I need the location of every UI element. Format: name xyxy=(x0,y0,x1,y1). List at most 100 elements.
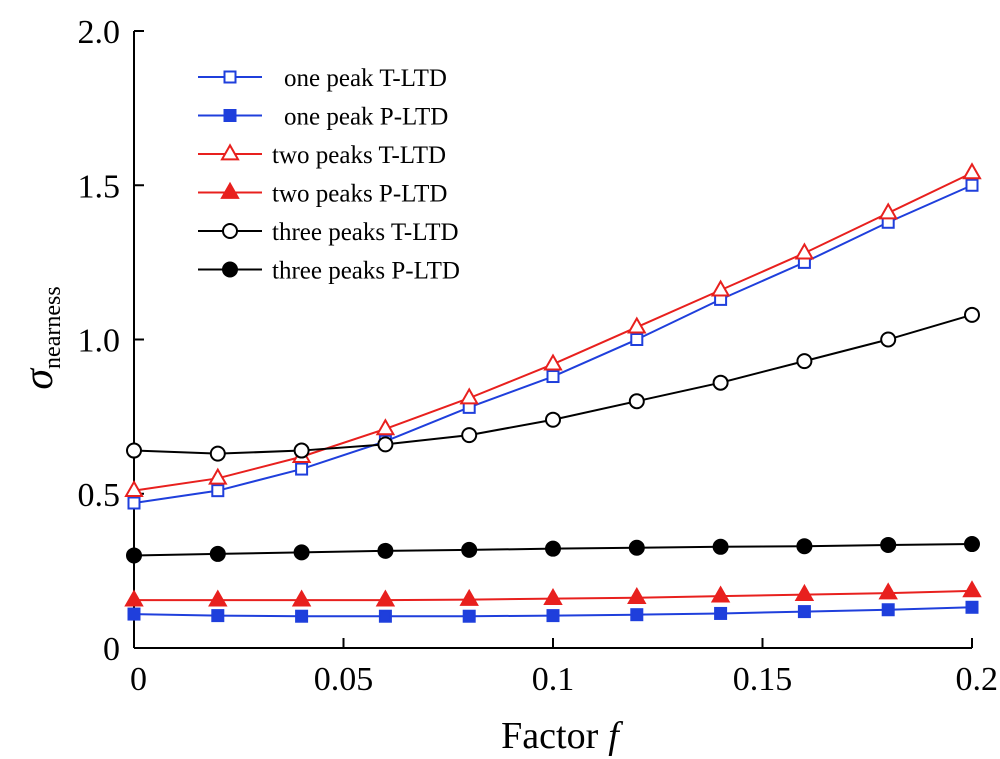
data-point xyxy=(543,353,563,371)
data-point xyxy=(295,609,309,623)
data-point xyxy=(211,609,225,623)
data-point xyxy=(630,608,644,622)
data-point xyxy=(378,609,392,623)
data-point xyxy=(124,589,144,607)
series-3 xyxy=(124,580,982,607)
data-point xyxy=(880,331,897,348)
data-point xyxy=(878,582,898,600)
data-point xyxy=(461,541,478,558)
legend-label: two peaks T-LTD xyxy=(272,142,446,169)
data-point xyxy=(375,418,396,436)
series-layer xyxy=(124,162,982,623)
legend-marker xyxy=(222,261,238,278)
data-point xyxy=(375,589,396,607)
legend-marker xyxy=(222,223,238,239)
data-point xyxy=(964,536,980,553)
axes: 0 0.5 1.0 1.5 2.0 0 0.05 0.1 0.15 0.2 xyxy=(78,14,999,698)
x-axis-label: Factor f xyxy=(501,715,623,757)
series-5 xyxy=(126,536,980,564)
data-point xyxy=(459,588,479,606)
series-4 xyxy=(126,306,980,462)
legend-label: two peaks P-LTD xyxy=(272,181,447,208)
data-point xyxy=(545,411,561,428)
data-point xyxy=(291,589,312,607)
legend-label: three peaks P-LTD xyxy=(272,258,460,285)
data-point xyxy=(545,540,561,557)
data-point xyxy=(127,607,141,621)
data-point xyxy=(377,436,394,453)
y-tick-label: 0 xyxy=(103,631,120,668)
y-axis-label: σnearness xyxy=(16,286,66,389)
data-point xyxy=(878,202,898,220)
legend-marker xyxy=(220,143,240,161)
series-line xyxy=(133,172,973,492)
data-point xyxy=(962,580,982,598)
data-point xyxy=(796,538,813,555)
data-point xyxy=(459,387,479,405)
x-tick-label: 0.15 xyxy=(733,661,793,698)
data-point xyxy=(546,370,560,384)
data-point xyxy=(295,462,309,476)
data-point xyxy=(630,333,644,346)
x-tick-label: 0.05 xyxy=(314,661,374,698)
legend-item: three peaks P-LTD xyxy=(198,258,460,285)
data-point xyxy=(965,178,979,192)
data-point xyxy=(208,467,228,485)
y-tick-label: 1.5 xyxy=(78,168,121,205)
data-point xyxy=(628,393,645,410)
data-point xyxy=(797,605,811,619)
data-point xyxy=(211,484,225,498)
legend-item: one peak P-LTD xyxy=(198,104,448,131)
legend-item: two peaks P-LTD xyxy=(198,181,447,208)
data-point xyxy=(543,587,563,605)
data-point xyxy=(377,542,394,559)
series-1 xyxy=(127,600,979,623)
data-point xyxy=(712,374,729,391)
data-point xyxy=(208,589,228,607)
data-point xyxy=(209,545,226,562)
data-point xyxy=(126,442,142,459)
y-tick-label: 2.0 xyxy=(78,14,121,51)
data-point xyxy=(293,544,310,561)
data-point xyxy=(962,162,982,180)
data-point xyxy=(965,600,979,614)
series-line xyxy=(133,313,973,455)
data-point xyxy=(710,585,731,603)
series-0 xyxy=(127,178,979,510)
x-tick-label: 0 xyxy=(130,661,147,698)
legend-marker xyxy=(223,109,237,122)
series-2 xyxy=(124,162,982,497)
legend-label: one peak T-LTD xyxy=(284,65,447,92)
data-point xyxy=(964,306,980,323)
data-point xyxy=(714,606,728,620)
legend: one peak T-LTD one peak P-LTD two peaks T-… xyxy=(198,65,460,285)
data-point xyxy=(880,536,897,553)
data-point xyxy=(796,353,813,370)
data-point xyxy=(627,316,647,334)
legend-item: two peaks T-LTD xyxy=(198,142,446,169)
legend-item: three peaks T-LTD xyxy=(198,219,459,246)
data-point xyxy=(628,539,645,556)
data-point xyxy=(127,496,141,510)
data-point xyxy=(462,609,476,623)
legend-label: one peak P-LTD xyxy=(284,104,448,131)
data-point xyxy=(209,445,226,462)
y-tick-label: 1.0 xyxy=(78,323,121,360)
data-point xyxy=(546,609,560,623)
x-tick-label: 0.1 xyxy=(532,661,575,698)
legend-label: three peaks T-LTD xyxy=(272,219,459,246)
data-point xyxy=(710,279,731,297)
data-point xyxy=(293,442,310,459)
data-point xyxy=(126,547,142,564)
data-point xyxy=(794,583,815,601)
y-tick-label: 0.5 xyxy=(78,477,121,514)
data-point xyxy=(794,242,815,260)
data-point xyxy=(627,587,647,605)
data-point xyxy=(712,538,729,555)
data-point xyxy=(124,479,144,497)
legend-item: one peak T-LTD xyxy=(198,65,447,92)
legend-marker xyxy=(223,70,237,84)
x-tick-label: 0.2 xyxy=(956,661,999,698)
data-point xyxy=(461,427,478,444)
